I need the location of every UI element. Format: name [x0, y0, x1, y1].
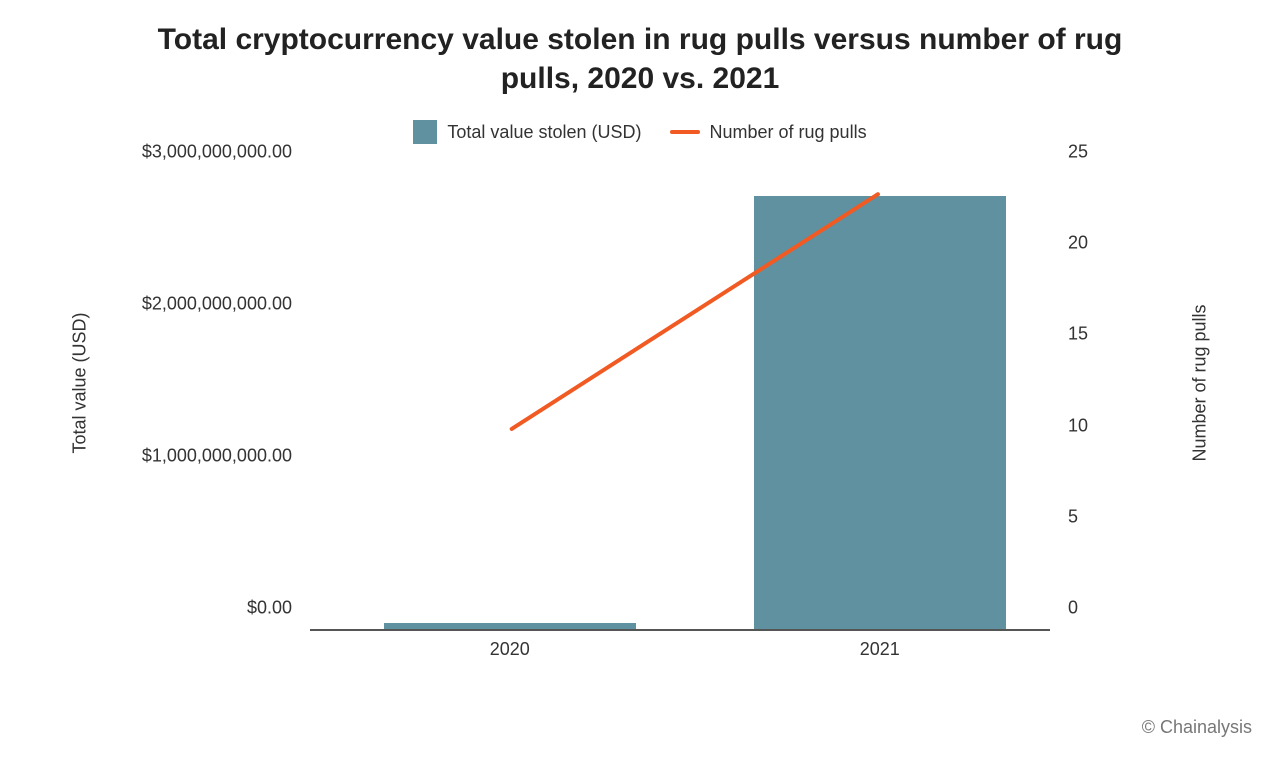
bar [754, 196, 1006, 629]
plot-area: $0.00$1,000,000,000.00$2,000,000,000.00$… [310, 175, 1050, 631]
legend: Total value stolen (USD) Number of rug p… [0, 120, 1280, 144]
x-tick-label: 2020 [490, 639, 530, 660]
legend-swatch-line [670, 130, 700, 134]
bar [384, 623, 636, 629]
y2-tick-label: 15 [1068, 324, 1088, 345]
legend-item-bars: Total value stolen (USD) [413, 120, 641, 144]
legend-label-bars: Total value stolen (USD) [447, 122, 641, 143]
chart-title: Total cryptocurrency value stolen in rug… [0, 20, 1280, 98]
y2-tick-label: 5 [1068, 506, 1078, 527]
chart-container: Total cryptocurrency value stolen in rug… [0, 0, 1280, 766]
y1-tick-label: $0.00 [247, 598, 292, 619]
y1-axis-title: Total value (USD) [70, 312, 91, 453]
y1-tick-label: $2,000,000,000.00 [142, 294, 292, 315]
y1-tick-label: $3,000,000,000.00 [142, 142, 292, 163]
legend-item-line: Number of rug pulls [670, 120, 867, 144]
legend-label-line: Number of rug pulls [710, 122, 867, 143]
y2-tick-label: 10 [1068, 415, 1088, 436]
y1-tick-label: $1,000,000,000.00 [142, 446, 292, 467]
y2-tick-label: 20 [1068, 233, 1088, 254]
x-tick-label: 2021 [860, 639, 900, 660]
y2-tick-label: 0 [1068, 598, 1078, 619]
attribution: © Chainalysis [1142, 717, 1252, 738]
y2-tick-label: 25 [1068, 142, 1088, 163]
y2-axis-title: Number of rug pulls [1190, 304, 1211, 461]
legend-swatch-bar [413, 120, 437, 144]
